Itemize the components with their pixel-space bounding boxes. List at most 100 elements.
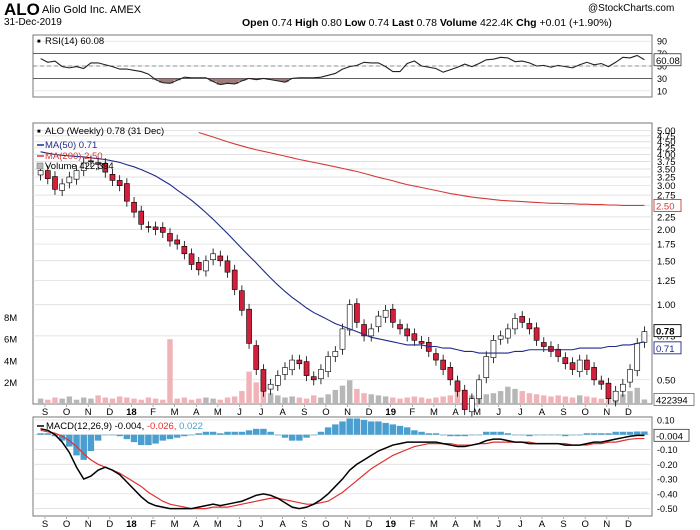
macd-histogram-bar — [403, 427, 411, 435]
candle-body — [584, 359, 590, 370]
volume-bar — [526, 393, 533, 404]
candle-body — [109, 174, 116, 181]
candle-body — [195, 262, 202, 271]
volume-bar — [296, 397, 303, 404]
volume-bar — [210, 398, 216, 404]
x-axis-label: N — [344, 519, 351, 530]
candle-body — [73, 170, 80, 180]
volume-bar — [311, 395, 317, 404]
macd-histogram-bar — [483, 431, 490, 435]
macd-histogram-bar — [173, 434, 181, 438]
macd-histogram-bar — [58, 434, 66, 441]
candle-body — [469, 398, 475, 413]
rsi-legend-swatch: ■ — [37, 39, 41, 45]
candle-body — [404, 328, 411, 337]
volume-bar — [426, 398, 432, 404]
macd-histogram-bar — [540, 434, 548, 436]
stockcharts-brand[interactable]: @StockCharts.com — [588, 3, 675, 14]
macd-histogram-bar — [181, 434, 188, 437]
candle-body — [505, 328, 511, 339]
macd-histogram-bar — [576, 434, 583, 436]
macd-histogram-bar — [238, 431, 246, 435]
x-axis-label: J — [496, 407, 501, 418]
candle-body — [411, 333, 418, 341]
macd-histogram-bar — [504, 433, 512, 435]
x-axis-label: D — [106, 407, 113, 418]
macd-histogram-bar — [360, 419, 368, 435]
low-value: 0.74 — [368, 17, 390, 29]
candle-body — [138, 210, 145, 225]
volume-bar — [217, 399, 224, 404]
ticker-symbol: ALO — [4, 0, 40, 19]
volume-bar — [246, 371, 252, 404]
volume-bar — [584, 396, 590, 404]
volume-bar — [253, 382, 259, 404]
candle-body — [296, 359, 303, 365]
macd-histogram-bar — [159, 434, 167, 441]
volume-tick-label: 4M — [4, 356, 17, 367]
x-axis-label: J — [518, 407, 523, 418]
macd-histogram-bar — [109, 434, 116, 436]
candle-body — [203, 260, 209, 272]
x-axis-label: J — [496, 519, 501, 530]
volume-bar — [124, 397, 130, 404]
candle-body — [80, 162, 87, 171]
macd-histogram-bar — [130, 434, 138, 443]
macd-histogram-bar — [260, 428, 267, 435]
macd-histogram-bar — [324, 427, 332, 435]
macd-legend-part: 0.022 — [179, 421, 203, 432]
x-axis-label: J — [518, 519, 523, 530]
quote-summary: Open 0.74 High 0.80 Low 0.74 Last 0.78 V… — [242, 17, 612, 29]
candle-body — [95, 162, 101, 165]
price-tick-label: 0.50 — [657, 375, 676, 386]
price-tick-label: 4.75 — [657, 131, 676, 142]
candle-body — [217, 255, 224, 262]
candle-body — [397, 324, 403, 330]
candle-body — [390, 308, 396, 323]
volume-bar — [332, 389, 339, 404]
volume-bar — [411, 396, 418, 404]
high-value: 0.80 — [321, 17, 342, 29]
macd-histogram-bar — [217, 433, 224, 435]
price-tick-label: 1.75 — [657, 240, 676, 251]
candle-body — [433, 353, 439, 361]
macd-histogram-bar — [202, 431, 210, 435]
volume-bar — [325, 394, 331, 404]
x-axis-label: O — [581, 519, 588, 530]
volume-bar — [433, 397, 439, 404]
rsi-line — [40, 54, 645, 86]
x-axis-label: F — [150, 519, 156, 530]
ma200-line — [198, 131, 645, 206]
candle-body — [612, 390, 619, 402]
x-axis-label: M — [473, 407, 481, 418]
macd-histogram-bar — [475, 434, 483, 436]
candle-body — [239, 290, 245, 311]
candle-body — [476, 379, 482, 400]
macd-histogram-bar — [73, 434, 80, 456]
ma200-current-value-box — [653, 198, 682, 212]
price-tick-label: 4.25 — [657, 143, 676, 154]
x-axis-label: 19 — [385, 519, 396, 530]
rsi-tick-label: 50 — [657, 62, 667, 72]
macd-tick-label: -0.30 — [657, 475, 678, 485]
volume-bar — [368, 394, 374, 404]
volume-bar — [181, 397, 188, 404]
change-label: Chg — [516, 17, 537, 29]
macd-histogram-bar — [116, 434, 123, 437]
x-axis-label: D — [625, 407, 632, 418]
candle-body — [210, 253, 216, 261]
price-tick-label: 4.00 — [657, 150, 676, 161]
macd-histogram-bar — [310, 434, 317, 436]
macd-histogram-bar — [332, 424, 339, 435]
rsi-current-box — [653, 53, 682, 67]
volume-bar — [375, 395, 382, 404]
price-tick-label: 5.00 — [657, 126, 676, 137]
price-tick-label: 2.75 — [657, 191, 676, 202]
candle-body — [303, 361, 310, 376]
volume-bar — [390, 397, 396, 404]
macd-histogram-bar — [346, 418, 353, 435]
x-axis-label: M — [473, 519, 481, 530]
candle-body — [533, 327, 540, 341]
macd-histogram-bar — [547, 434, 555, 436]
macd-histogram-bar — [619, 431, 627, 435]
